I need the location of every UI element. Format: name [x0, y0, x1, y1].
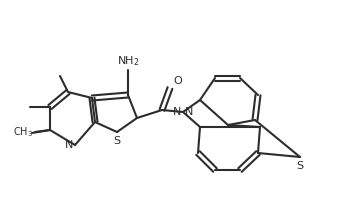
- Text: N: N: [65, 140, 73, 150]
- Text: N: N: [185, 107, 193, 117]
- Text: O: O: [173, 76, 182, 86]
- Text: CH$_3$: CH$_3$: [13, 125, 33, 139]
- Text: S: S: [114, 136, 121, 146]
- Text: N: N: [173, 107, 181, 117]
- Text: NH$_2$: NH$_2$: [117, 54, 139, 68]
- Text: S: S: [296, 161, 303, 171]
